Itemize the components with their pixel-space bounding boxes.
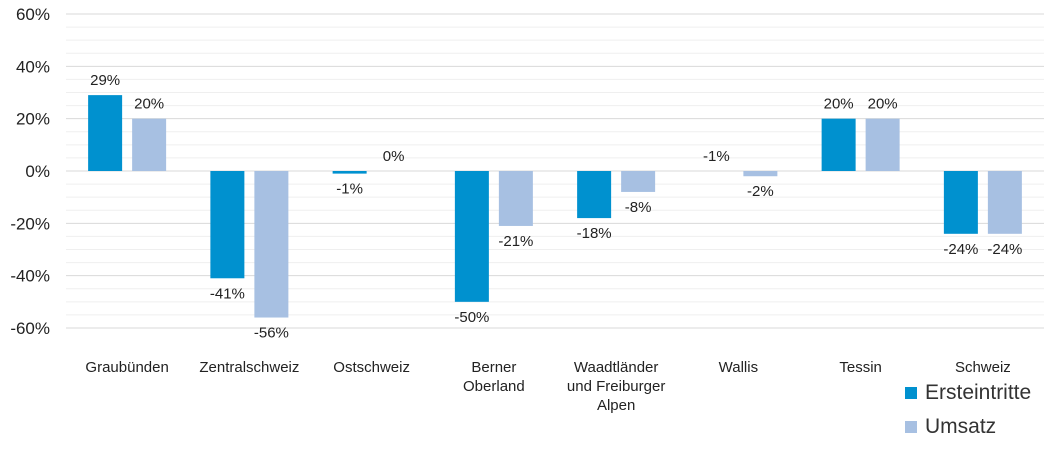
data-label-ersteintritte-7: -24%	[943, 241, 978, 258]
legend-swatch-umsatz	[905, 421, 917, 433]
bar-umsatz-5	[743, 171, 778, 177]
bar-umsatz-7	[987, 171, 1022, 234]
legend-swatch-ersteintritte	[905, 387, 917, 399]
y-tick-label: -40%	[10, 267, 50, 286]
y-tick-label: 20%	[16, 110, 50, 129]
bars	[88, 95, 1022, 318]
bar-ersteintritte-1	[210, 171, 245, 279]
data-label-ersteintritte-0: 29%	[90, 72, 120, 89]
bar-umsatz-4	[621, 171, 656, 192]
data-label-ersteintritte-4: -18%	[577, 225, 612, 242]
data-label-ersteintritte-6: 20%	[824, 96, 854, 113]
x-category-label: Wallis	[719, 359, 758, 376]
legend: Ersteintritte Umsatz	[905, 376, 1031, 444]
bar-ersteintritte-6	[821, 118, 856, 171]
y-tick-label: -60%	[10, 319, 50, 338]
data-label-umsatz-2: 0%	[383, 148, 405, 165]
x-category-label: Berner Oberland	[463, 359, 525, 395]
x-category-label: Waadtländer und Freiburger Alpen	[567, 359, 665, 414]
legend-label-umsatz: Umsatz	[925, 415, 997, 438]
y-tick-label: -20%	[10, 214, 50, 233]
bar-ersteintritte-3	[454, 171, 489, 302]
data-label-ersteintritte-5: -1%	[703, 148, 730, 165]
data-label-umsatz-1: -56%	[254, 325, 289, 342]
gridlines	[66, 13, 1044, 329]
data-label-umsatz-6: 20%	[868, 96, 898, 113]
bar-ersteintritte-2	[332, 171, 367, 174]
bar-umsatz-1	[254, 171, 289, 318]
data-label-ersteintritte-3: -50%	[454, 309, 489, 326]
bar-ersteintritte-7	[943, 171, 978, 234]
x-category-label: Zentralschweiz	[199, 359, 299, 376]
bar-umsatz-3	[498, 171, 533, 226]
x-category-label: Tessin	[839, 359, 882, 376]
bar-umsatz-0	[132, 118, 167, 171]
legend-item-umsatz: Umsatz	[905, 410, 1031, 444]
data-label-ersteintritte-1: -41%	[210, 285, 245, 302]
x-category-label: Graubünden	[85, 359, 168, 376]
data-label-umsatz-4: -8%	[625, 199, 652, 216]
data-label-ersteintritte-2: -1%	[336, 181, 363, 198]
data-labels: 29% -41% -1% -50% -18% -1% 20% -24% 20% -56% 0% -21…	[90, 72, 1022, 341]
bar-umsatz-6	[865, 118, 900, 171]
y-axis-ticks: 60% 40% 20% 0% -20% -40% -60%	[10, 5, 50, 338]
x-axis-categories: Graubünden Zentralschweiz Ostschweiz Berner…	[85, 359, 1010, 414]
data-label-umsatz-7: -24%	[987, 241, 1022, 258]
bar-ersteintritte-4	[577, 171, 612, 219]
y-tick-label: 60%	[16, 5, 50, 24]
data-label-umsatz-3: -21%	[498, 233, 533, 250]
legend-label-ersteintritte: Ersteintritte	[925, 381, 1032, 404]
y-tick-label: 0%	[25, 162, 50, 181]
y-tick-label: 40%	[16, 57, 50, 76]
x-category-label: Ostschweiz	[333, 359, 410, 376]
x-category-label: Schweiz	[955, 359, 1011, 376]
data-label-umsatz-0: 20%	[134, 96, 164, 113]
bar-ersteintritte-0	[88, 95, 123, 171]
legend-item-ersteintritte: Ersteintritte	[905, 376, 1031, 410]
data-label-umsatz-5: -2%	[747, 183, 774, 200]
